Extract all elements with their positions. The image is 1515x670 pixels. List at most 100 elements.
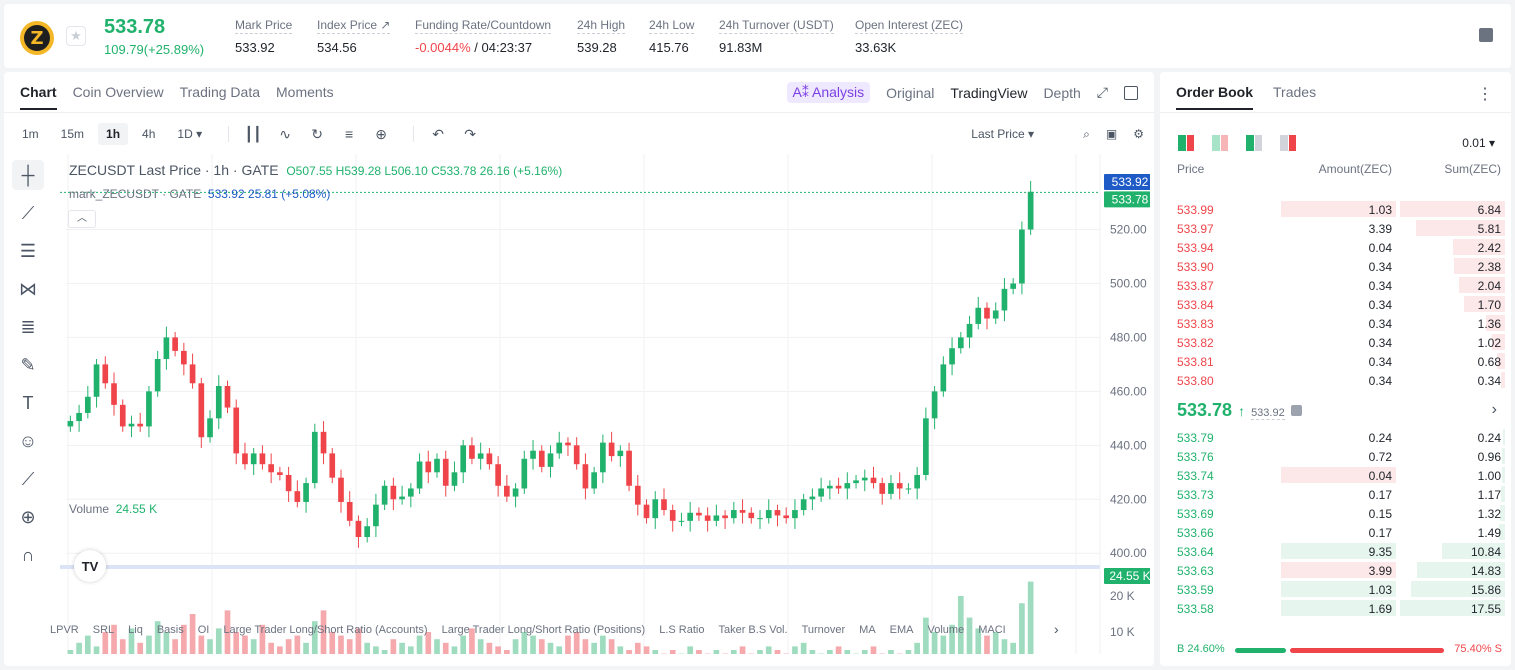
stat-funding-rate[interactable]: Funding Rate/Countdown -0.0044% / 04:23:… [415, 18, 552, 55]
undo-icon[interactable]: ↶ [432, 125, 444, 142]
ruler-icon[interactable]: ⟋ [21, 468, 35, 489]
ask-row[interactable]: 533.99 1.03 6.84 [1160, 200, 1511, 219]
guide-book-icon[interactable] [1479, 28, 1493, 42]
bid-row[interactable]: 533.69 0.15 1.32 [1160, 504, 1511, 523]
trend-line-icon[interactable]: ⟋ [21, 202, 35, 223]
ask-row[interactable]: 533.81 0.34 0.68 [1160, 352, 1511, 371]
ask-row[interactable]: 533.80 0.34 0.34 [1160, 371, 1511, 390]
indicator-9[interactable]: Turnover [801, 624, 846, 636]
indicators-icon[interactable]: ∿ [279, 125, 291, 142]
add-indicator-icon[interactable]: ⊕ [375, 125, 387, 142]
indicator-1[interactable]: SRL [92, 624, 115, 636]
timeframe-4h[interactable]: 4h [142, 127, 156, 141]
precision-select[interactable]: 0.01 ▾ [1462, 136, 1495, 150]
expand-icon[interactable]: ⤢ [1096, 84, 1108, 100]
candle-body [608, 442, 615, 457]
bid-sum: 1.00 [1477, 469, 1501, 483]
ask-row[interactable]: 533.84 0.34 1.70 [1160, 295, 1511, 314]
indicator-2[interactable]: Liq [128, 624, 143, 636]
layout-sell-icon[interactable] [1212, 135, 1228, 151]
layout-toggle-icon[interactable] [1124, 85, 1138, 100]
text-icon[interactable]: T [22, 392, 34, 413]
price-type-select[interactable]: Last Price ▾ [971, 127, 1034, 141]
collapse-legend-button[interactable]: ︿ [68, 210, 96, 228]
search-icon[interactable]: ⌕ [1083, 126, 1090, 141]
timeframe-1h[interactable]: 1h [98, 123, 129, 145]
chevron-right-icon[interactable]: › [1491, 401, 1497, 418]
replay-icon[interactable]: ↻ [311, 125, 323, 142]
timeframe-1d[interactable]: 1D ▾ [177, 127, 203, 141]
layout-both-icon[interactable] [1178, 135, 1194, 151]
layout-buy-icon[interactable] [1246, 135, 1262, 151]
more-options-icon[interactable]: ⋮ [1477, 86, 1493, 103]
ask-row[interactable]: 533.94 0.04 2.42 [1160, 238, 1511, 257]
gear-icon[interactable]: ⚙ [1133, 126, 1144, 141]
indicator-8[interactable]: Taker B.S Vol. [718, 624, 788, 636]
bid-row[interactable]: 533.64 9.35 10.84 [1160, 542, 1511, 561]
tab-trades[interactable]: Trades [1273, 84, 1317, 100]
ai-analysis-button[interactable]: A⁑ Analysis [786, 82, 871, 103]
volume-bar [355, 628, 362, 654]
indicator-4[interactable]: OI [197, 624, 210, 636]
volume-bar [407, 646, 414, 654]
fib-icon[interactable]: ≣ [20, 316, 36, 337]
tab-order-book[interactable]: Order Book [1176, 84, 1254, 110]
bid-row[interactable]: 533.76 0.72 0.96 [1160, 447, 1511, 466]
sell-ratio: 75.40% S [1454, 643, 1502, 655]
candle-type-icon[interactable]: ┃┃ [244, 125, 262, 142]
magnet-icon[interactable]: ∩ [21, 544, 35, 565]
stat-open-interest[interactable]: Open Interest (ZEC) 33.63K [855, 18, 964, 55]
view-original[interactable]: Original [886, 84, 935, 101]
layout-asks-icon[interactable] [1280, 135, 1296, 151]
crosshair-icon[interactable]: ┼ [12, 160, 44, 190]
sell-ratio-bar [1290, 648, 1444, 653]
brush-icon[interactable]: ✎ [20, 354, 36, 375]
ask-amount: 0.04 [1368, 241, 1392, 255]
indicator-13[interactable]: MACI [978, 624, 1006, 636]
tab-coin-overview[interactable]: Coin Overview [72, 84, 164, 100]
tradingview-logo-icon[interactable]: TV [74, 550, 106, 582]
ask-row[interactable]: 533.97 3.39 5.81 [1160, 219, 1511, 238]
bid-row[interactable]: 533.58 1.69 17.55 [1160, 599, 1511, 618]
indicator-6[interactable]: Large Trader Long/Short Ratio (Positions… [441, 624, 646, 636]
bid-row[interactable]: 533.79 0.24 0.24 [1160, 428, 1511, 447]
zoom-in-icon[interactable]: ⊕ [20, 506, 36, 527]
candlestick-chart[interactable]: 520.00 500.00 480.00 460.00 440.00 420.00 400.… [60, 154, 1150, 654]
indicator-3[interactable]: Basis [156, 624, 184, 636]
stat-mark-price[interactable]: Mark Price 533.92 [235, 18, 293, 55]
bid-row[interactable]: 533.66 0.17 1.49 [1160, 523, 1511, 542]
emoji-icon[interactable]: ☺ [18, 430, 38, 451]
favorite-star-icon[interactable]: ★ [66, 26, 86, 46]
ask-price: 533.90 [1177, 260, 1214, 274]
indicator-10[interactable]: MA [859, 624, 876, 636]
camera-icon[interactable]: ▣ [1105, 126, 1118, 141]
tab-trading-data[interactable]: Trading Data [179, 84, 261, 100]
indicator-7[interactable]: L.S Ratio [659, 624, 705, 636]
mid-price-row[interactable]: 533.78 ↑ 533.92 [1177, 400, 1302, 421]
indicator-5[interactable]: Large Trader Long/Short Ratio (Accounts) [223, 624, 428, 636]
indicator-11[interactable]: EMA [889, 624, 914, 636]
timeframe-15m[interactable]: 15m [60, 127, 85, 141]
view-tradingview[interactable]: TradingView [950, 84, 1028, 101]
ask-row[interactable]: 533.90 0.34 2.38 [1160, 257, 1511, 276]
tab-chart[interactable]: Chart [20, 84, 57, 110]
tab-moments[interactable]: Moments [276, 84, 334, 100]
pattern-icon[interactable]: ⋈ [19, 278, 37, 299]
bid-row[interactable]: 533.73 0.17 1.17 [1160, 485, 1511, 504]
settings-list-icon[interactable]: ≡ [345, 126, 354, 142]
ask-row[interactable]: 533.87 0.34 2.04 [1160, 276, 1511, 295]
bid-row[interactable]: 533.63 3.99 14.83 [1160, 561, 1511, 580]
redo-icon[interactable]: ↷ [464, 125, 476, 142]
ask-row[interactable]: 533.83 0.34 1.36 [1160, 314, 1511, 333]
ask-row[interactable]: 533.82 0.34 1.02 [1160, 333, 1511, 352]
stat-index-price[interactable]: Index Price ↗ 534.56 [317, 18, 391, 55]
horizontal-lines-icon[interactable]: ☰ [19, 240, 37, 261]
indicator-12[interactable]: Volume [927, 624, 965, 636]
view-depth[interactable]: Depth [1043, 84, 1081, 101]
indicator-0[interactable]: LPVR [50, 624, 79, 636]
bid-row[interactable]: 533.59 1.03 15.86 [1160, 580, 1511, 599]
bid-row[interactable]: 533.74 0.04 1.00 [1160, 466, 1511, 485]
chevron-right-icon[interactable]: › [1054, 621, 1059, 637]
candle-body [93, 364, 100, 397]
timeframe-1m[interactable]: 1m [22, 127, 39, 141]
